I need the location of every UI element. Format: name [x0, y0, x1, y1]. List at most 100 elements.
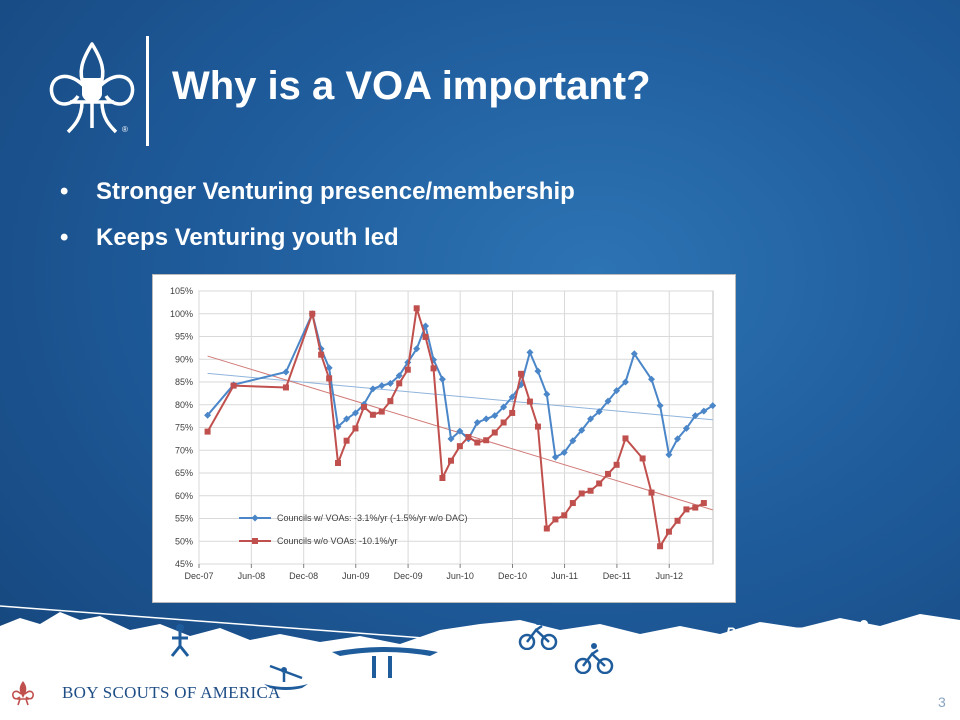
data-point	[369, 385, 377, 393]
data-point	[508, 393, 516, 401]
data-point	[335, 459, 342, 466]
bullet-list: • Stronger Venturing presence/membership …	[60, 178, 575, 270]
data-point	[534, 367, 542, 375]
data-point	[621, 378, 629, 386]
data-point	[613, 461, 620, 468]
data-point	[561, 512, 568, 519]
data-point	[483, 437, 490, 444]
data-point	[509, 409, 516, 416]
data-point	[482, 415, 490, 423]
data-point	[491, 429, 498, 436]
data-point	[613, 387, 621, 395]
data-point	[422, 322, 430, 330]
data-point	[318, 351, 325, 358]
cyclist-icon	[574, 643, 614, 674]
legend-marker	[251, 514, 259, 522]
y-tick-label: 95%	[175, 332, 193, 342]
bullet-text: Keeps Venturing youth led	[96, 224, 399, 251]
data-point	[325, 364, 333, 372]
zipline-rider-icon	[170, 624, 190, 657]
data-point	[604, 397, 612, 405]
data-point	[456, 427, 464, 435]
x-tick-label: Dec-07	[184, 571, 213, 581]
data-point	[630, 350, 638, 358]
y-tick-label: 50%	[175, 536, 193, 546]
y-tick-label: 75%	[175, 423, 193, 433]
y-tick-label: 70%	[175, 445, 193, 455]
data-point	[447, 457, 454, 464]
data-point	[700, 407, 708, 415]
data-point	[352, 425, 359, 432]
mountain-silhouette	[0, 612, 960, 720]
hikers-icon	[856, 618, 934, 664]
data-point	[413, 345, 421, 353]
tagline: Prepared. For Life.	[726, 624, 850, 640]
data-point	[639, 455, 646, 462]
title-divider	[146, 36, 149, 146]
data-point	[361, 404, 368, 411]
data-point	[587, 415, 595, 423]
data-point	[665, 451, 673, 459]
x-tick-label: Jun-12	[655, 571, 683, 581]
data-point	[439, 475, 446, 482]
y-tick-label: 85%	[175, 377, 193, 387]
bullet-marker: •	[60, 224, 69, 251]
data-point	[343, 415, 351, 423]
data-point	[692, 504, 699, 511]
data-point	[543, 390, 551, 398]
data-point	[473, 418, 481, 426]
data-point	[551, 453, 559, 461]
cyclist-icon	[518, 619, 558, 650]
data-point	[438, 375, 446, 383]
fleur-de-lis-logo-icon: ®	[49, 42, 135, 134]
footer-landscape	[0, 605, 960, 720]
data-point	[282, 384, 289, 391]
data-point	[413, 305, 420, 312]
data-point	[422, 333, 429, 340]
legend-marker	[252, 538, 258, 544]
y-tick-label: 105%	[170, 286, 193, 296]
x-tick-label: Jun-08	[238, 571, 266, 581]
data-point	[378, 408, 385, 415]
data-point	[204, 428, 211, 435]
data-point	[387, 398, 394, 405]
y-tick-label: 65%	[175, 468, 193, 478]
data-point	[709, 402, 717, 410]
y-tick-label: 80%	[175, 400, 193, 410]
x-tick-label: Dec-08	[289, 571, 318, 581]
data-point	[656, 402, 664, 410]
data-point	[595, 408, 603, 416]
data-point	[491, 412, 499, 420]
data-point	[430, 365, 437, 372]
data-point	[700, 500, 707, 507]
data-point	[386, 379, 394, 387]
kayaker-icon	[264, 664, 308, 690]
page-title: Why is a VOA important?	[172, 64, 651, 108]
data-point	[474, 439, 481, 446]
data-point	[230, 382, 237, 389]
data-point	[395, 372, 403, 380]
data-point	[282, 368, 290, 376]
bullet-item: • Stronger Venturing presence/membership	[60, 178, 575, 206]
bsa-emblem-icon	[12, 681, 34, 706]
bullet-item: • Keeps Venturing youth led	[60, 224, 575, 252]
data-point	[404, 366, 411, 373]
data-point	[578, 426, 586, 434]
data-point	[204, 411, 212, 419]
x-tick-label: Dec-11	[603, 571, 631, 581]
data-point	[334, 423, 342, 431]
data-point	[378, 382, 386, 390]
y-tick-label: 45%	[175, 559, 193, 569]
data-point	[343, 437, 350, 444]
x-tick-label: Jun-09	[342, 571, 370, 581]
data-point	[569, 437, 577, 445]
data-point	[648, 375, 656, 383]
data-point	[674, 435, 682, 443]
canoe-carrier-icon	[332, 647, 438, 678]
data-point	[465, 434, 472, 441]
data-point	[674, 517, 681, 524]
bullet-marker: •	[60, 178, 69, 205]
data-point	[526, 348, 534, 356]
line-chart: 45% 50% 55% 60% 65% 70% 75% 80% 85% 90% 95% 100% 105…	[170, 286, 717, 581]
